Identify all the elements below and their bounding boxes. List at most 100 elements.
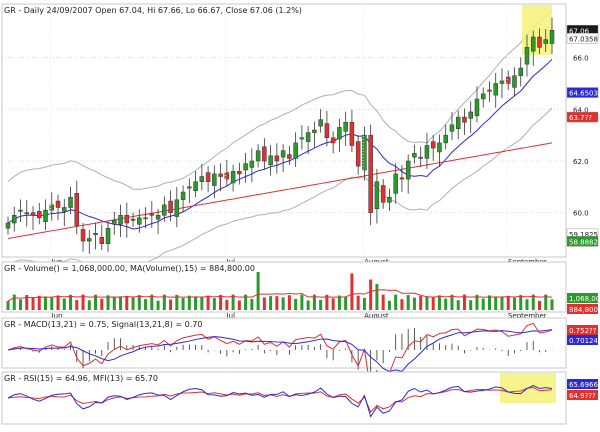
month-label: September	[508, 312, 547, 320]
volume-bar	[494, 297, 498, 310]
candle-body	[437, 142, 442, 153]
volume-title: GR - Volume() = 1,068,000.00, MA(Volume(…	[4, 264, 255, 273]
volume-bar	[250, 298, 254, 310]
candle-body	[518, 67, 523, 76]
candle-body	[387, 196, 392, 203]
volume-bar	[256, 272, 260, 310]
candle-body	[430, 141, 436, 149]
volume-bar	[387, 300, 391, 310]
candle-body	[537, 36, 542, 48]
candle-body	[268, 155, 273, 166]
volume-bar	[150, 294, 154, 310]
month-label: Jun	[51, 312, 63, 320]
volume-tag-label: 884,800	[569, 306, 598, 314]
volume-bar	[37, 295, 41, 310]
candle-body	[249, 160, 255, 168]
candle-body	[393, 173, 398, 194]
candle-body	[93, 233, 98, 235]
candle-body	[449, 124, 455, 132]
volume-bar	[306, 300, 310, 310]
macd-signal-line	[7, 329, 553, 372]
volume-bar	[425, 296, 429, 310]
volume-bar	[294, 298, 298, 310]
volume-bar	[237, 300, 241, 310]
candle-body	[149, 213, 155, 216]
volume-bar	[194, 296, 198, 310]
candle-body	[274, 155, 280, 162]
macd-tag-label: 0.752??	[569, 327, 597, 335]
price-tick-label: 66.0	[573, 55, 589, 63]
volume-bar	[206, 295, 210, 310]
volume-bar	[500, 296, 504, 310]
volume-bar	[419, 295, 423, 310]
rsi-tag-box	[567, 390, 598, 400]
volume-bar	[550, 299, 554, 310]
candle-body	[462, 116, 467, 123]
volume-bar	[331, 298, 335, 310]
candle-body	[405, 160, 411, 180]
candle-body	[443, 134, 448, 144]
volume-bar	[337, 295, 341, 310]
price-tag-box	[566, 236, 599, 247]
volume-bar	[144, 299, 148, 310]
candle-body	[12, 215, 17, 224]
volume-bar	[25, 295, 29, 310]
candle-body	[255, 150, 261, 162]
candle-body	[55, 200, 61, 208]
volume-bar	[219, 294, 223, 310]
candle-body	[112, 220, 117, 225]
volume-bar	[112, 297, 116, 310]
candle-body	[62, 207, 67, 212]
volume-bar	[100, 298, 104, 310]
candle-body	[43, 209, 48, 222]
volume-bar	[50, 296, 54, 310]
candle-body	[280, 150, 286, 158]
volume-bar	[225, 299, 229, 310]
volume-bar	[412, 297, 416, 310]
candle-body	[399, 177, 405, 180]
macd-tags: 0.752?? 0.701249	[567, 325, 600, 345]
volume-bar	[175, 294, 179, 310]
candle-body	[218, 173, 223, 177]
volume-bar	[394, 294, 398, 310]
candle-body	[374, 181, 380, 210]
mfi-line	[7, 384, 553, 418]
volume-bar	[169, 299, 173, 310]
candle-body	[24, 212, 30, 215]
volume-bar	[450, 294, 454, 310]
rsi-tag-label: 64.9???	[569, 392, 596, 400]
candle-body	[105, 227, 111, 244]
price-title: GR - Daily 24/09/2007 Open 67.04, Hi 67.…	[4, 6, 302, 15]
candle-body	[180, 191, 186, 200]
volume-bar	[12, 294, 16, 310]
price-tick-label: 64.0	[573, 106, 589, 114]
candle-body	[418, 156, 423, 159]
volume-bar	[431, 297, 435, 310]
candle-body	[130, 218, 136, 221]
volume-bar	[137, 295, 141, 310]
macd-tag-box	[567, 325, 598, 335]
candle-body	[230, 171, 236, 184]
volume-bar	[87, 300, 91, 310]
volume-bar	[106, 295, 110, 310]
ma-short-line	[7, 58, 553, 230]
volume-bar	[469, 300, 473, 310]
candle-body	[380, 185, 386, 203]
volume-bar	[262, 297, 266, 310]
candle-body	[155, 215, 161, 220]
macd-lines	[7, 322, 553, 391]
candle-body	[330, 137, 336, 144]
candle-body	[474, 98, 480, 117]
price-tag-label: 58.8882	[569, 238, 598, 246]
candle-body	[487, 89, 492, 92]
volume-bar	[375, 284, 379, 310]
candle-body	[343, 122, 348, 132]
price-gridlines	[2, 57, 566, 214]
candle-body	[349, 122, 355, 146]
candle-body	[205, 172, 211, 182]
candle-body	[499, 80, 505, 84]
volume-bar	[400, 299, 404, 310]
